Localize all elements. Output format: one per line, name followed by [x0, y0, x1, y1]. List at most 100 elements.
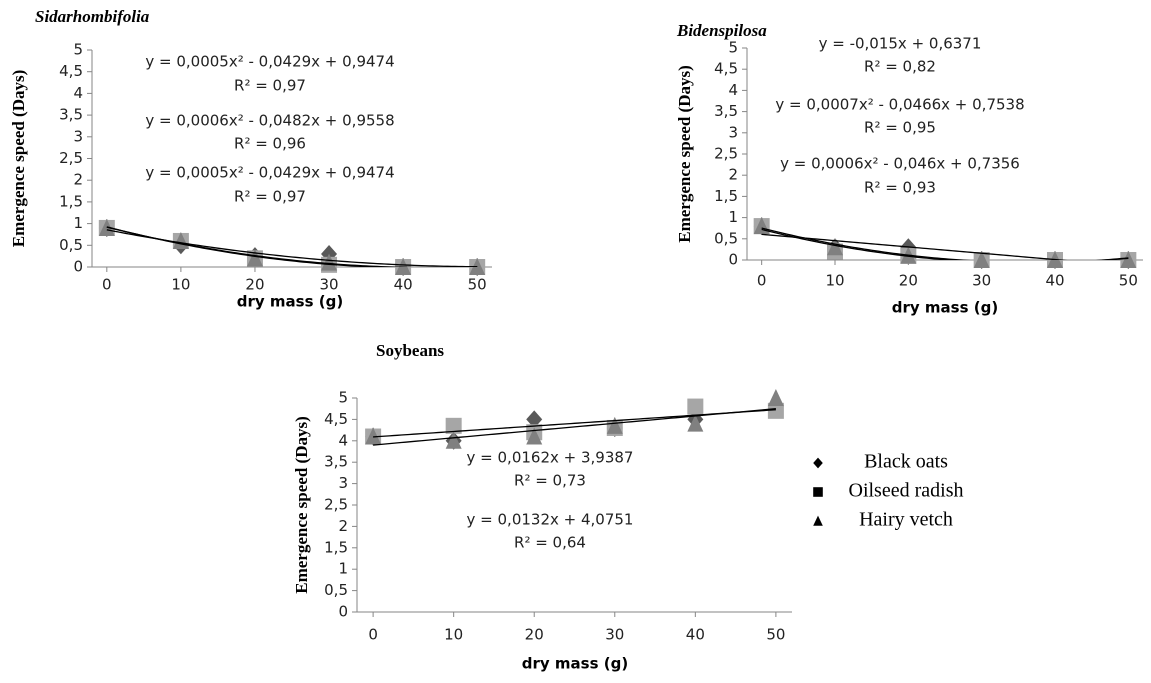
annotation: R² = 0,64: [514, 534, 586, 552]
marker: [526, 427, 543, 445]
trendline: [761, 228, 1129, 260]
x-tick-label: 40: [686, 626, 705, 644]
y-tick-label: 4: [338, 431, 348, 449]
y-axis-label: Emergence speed (Days): [675, 65, 694, 243]
y-tick-label: 2: [728, 166, 738, 184]
marker: [687, 398, 704, 415]
x-tick-label: 0: [757, 272, 767, 290]
y-tick-label: 3,5: [324, 453, 348, 471]
marker: [445, 417, 462, 434]
y-tick-label: 2,5: [324, 496, 348, 514]
annotation: R² = 0,93: [864, 179, 936, 197]
x-tick-label: 50: [766, 626, 785, 644]
x-tick-label: 30: [319, 276, 338, 294]
y-tick-label: 4,5: [714, 60, 738, 78]
marker: [687, 414, 704, 432]
y-tick-label: 2,5: [714, 145, 738, 163]
x-tick-label: 20: [245, 276, 264, 294]
y-tick-label: 0: [728, 251, 738, 269]
annotation: R² = 0,95: [864, 119, 936, 137]
marker: [767, 389, 784, 406]
annotation: y = 0,0006x² - 0,0482x + 0,9558: [145, 112, 394, 130]
y-tick-label: 1: [728, 208, 738, 226]
x-tick-label: 40: [1045, 272, 1064, 290]
annotation: y = 0,0005x² - 0,0429x + 0,9474: [145, 164, 394, 182]
y-tick-label: 3,5: [59, 106, 83, 124]
marker: [246, 249, 263, 267]
y-tick-label: 0: [73, 258, 83, 276]
chart: Bidenspilosa Emergence speed (Days) dry ma…: [675, 21, 1143, 317]
y-tick-label: 1,5: [324, 538, 348, 556]
x-tick-label: 20: [899, 272, 918, 290]
y-tick-label: 2: [73, 171, 83, 189]
x-tick-label: 40: [394, 276, 413, 294]
marker: [606, 416, 623, 434]
marker: [827, 238, 843, 256]
y-tick-label: 2: [338, 517, 348, 535]
marker: [767, 402, 784, 419]
y-tick-label: 3: [73, 127, 83, 145]
y-tick-label: 3,5: [714, 102, 738, 120]
annotation: y = 0,0132x + 4,0751: [467, 511, 634, 529]
annotation: R² = 0,96: [234, 135, 306, 153]
legend-entry: Black oats: [813, 451, 948, 473]
marker: [813, 515, 823, 526]
annotation: y = 0,0005x² - 0,0429x + 0,9474: [145, 53, 394, 71]
y-tick-label: 0,5: [59, 236, 83, 254]
y-tick-label: 4,5: [324, 410, 348, 428]
x-tick-label: 0: [368, 626, 378, 644]
marker: [445, 431, 462, 449]
y-tick-label: 1,5: [59, 192, 83, 210]
marker: [321, 253, 338, 271]
marker: [526, 410, 543, 429]
chart: Sidarhombifolia Emergence speed (Days) dry…: [9, 7, 492, 311]
legend-label: Black oats: [864, 451, 948, 473]
marker: [973, 251, 990, 268]
y-tick-label: 3: [338, 474, 348, 492]
marker: [395, 258, 412, 275]
legend-entry: Oilseed radish: [813, 480, 963, 502]
trendline: [761, 227, 1129, 260]
x-axis-label: dry mass (g): [522, 655, 628, 673]
trendline: [373, 408, 776, 446]
y-tick-label: 5: [73, 41, 83, 59]
y-tick-label: 4,5: [59, 62, 83, 80]
annotation: y = 0,0007x² - 0,0466x + 0,7538: [775, 96, 1024, 114]
annotation: y = -0,015x + 0,6371: [819, 35, 982, 53]
y-tick-label: 0: [338, 603, 348, 621]
annotation: R² = 0,97: [234, 77, 306, 95]
x-tick-label: 50: [468, 276, 487, 294]
y-tick-label: 1: [338, 560, 348, 578]
annotation: R² = 0,82: [864, 58, 936, 76]
chart-title: Soybeans: [376, 341, 444, 360]
y-tick-label: 5: [338, 389, 348, 407]
y-tick-label: 2,5: [59, 149, 83, 167]
y-tick-label: 4: [73, 84, 83, 102]
x-tick-label: 0: [102, 276, 112, 294]
annotation: R² = 0,97: [234, 188, 306, 206]
x-axis-label: dry mass (g): [237, 293, 343, 311]
y-axis-label: Emergence speed (Days): [9, 70, 28, 248]
y-tick-label: 0,5: [324, 581, 348, 599]
marker: [813, 457, 823, 469]
legend-label: Hairy vetch: [859, 509, 953, 531]
chart-title: Sidarhombifolia: [35, 7, 150, 26]
x-tick-label: 20: [525, 626, 544, 644]
x-axis-label: dry mass (g): [892, 299, 998, 317]
y-tick-label: 1: [73, 214, 83, 232]
x-tick-label: 10: [171, 276, 190, 294]
annotation: y = 0,0006x² - 0,046x + 0,7356: [780, 155, 1020, 173]
trendline: [761, 233, 1068, 260]
trendline: [106, 226, 478, 267]
y-tick-label: 4: [728, 81, 738, 99]
x-tick-label: 30: [972, 272, 991, 290]
trendline: [106, 226, 478, 267]
chart: Soybeans Emergence speed (Days) dry mass (…: [292, 341, 792, 673]
annotation: R² = 0,73: [514, 472, 586, 490]
y-tick-label: 3: [728, 123, 738, 141]
y-tick-label: 0,5: [714, 229, 738, 247]
y-tick-label: 1,5: [714, 187, 738, 205]
y-tick-label: 5: [728, 39, 738, 57]
